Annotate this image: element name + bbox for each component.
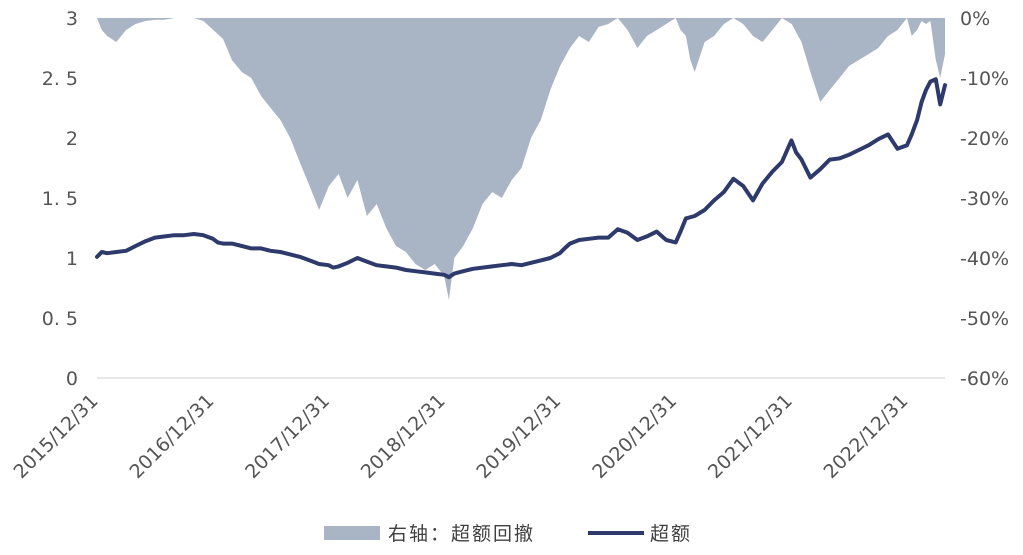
right-y-tick-label: -60%	[960, 368, 1009, 390]
left-y-tick-label: 2	[66, 128, 78, 150]
legend: 右轴：超额回撤 超额	[324, 523, 692, 545]
left-y-tick-label: 0. 5	[42, 308, 78, 330]
right-y-tick-label: -20%	[960, 128, 1009, 150]
right-y-tick-label: 0%	[960, 8, 990, 30]
x-tick-label: 2022/12/31	[820, 390, 913, 483]
x-tick-label: 2019/12/31	[472, 390, 565, 483]
x-tick-label: 2015/12/31	[10, 390, 103, 483]
x-tick-label: 2020/12/31	[588, 390, 681, 483]
legend-swatch-drawdown	[324, 526, 380, 540]
left-y-axis: 0 0. 5 1 1. 5 2 2. 5 3	[42, 8, 78, 390]
x-tick-label: 2018/12/31	[357, 390, 450, 483]
legend-label-drawdown: 右轴：超额回撤	[388, 523, 535, 545]
left-y-tick-label: 1	[66, 248, 78, 270]
x-tick-label: 2021/12/31	[704, 390, 797, 483]
drawdown-area-series	[97, 18, 945, 300]
legend-label-excess: 超额	[650, 523, 692, 545]
left-y-tick-label: 3	[66, 8, 78, 30]
left-y-tick-label: 2. 5	[42, 68, 78, 90]
x-tick-label: 2016/12/31	[125, 390, 218, 483]
right-y-tick-label: -10%	[960, 68, 1009, 90]
x-axis: 2015/12/31 2016/12/31 2017/12/31 2018/12/31…	[10, 390, 913, 483]
left-y-tick-label: 0	[66, 368, 78, 390]
right-y-tick-label: -50%	[960, 308, 1009, 330]
right-y-tick-label: -40%	[960, 248, 1009, 270]
excess-line-series	[95, 77, 947, 280]
plot-area	[95, 18, 947, 379]
left-y-tick-label: 1. 5	[42, 188, 78, 210]
right-y-axis: -60% -50% -40% -30% -20% -10% 0%	[960, 8, 1009, 390]
x-tick-label: 2017/12/31	[241, 390, 334, 483]
right-y-tick-label: -30%	[960, 188, 1009, 210]
